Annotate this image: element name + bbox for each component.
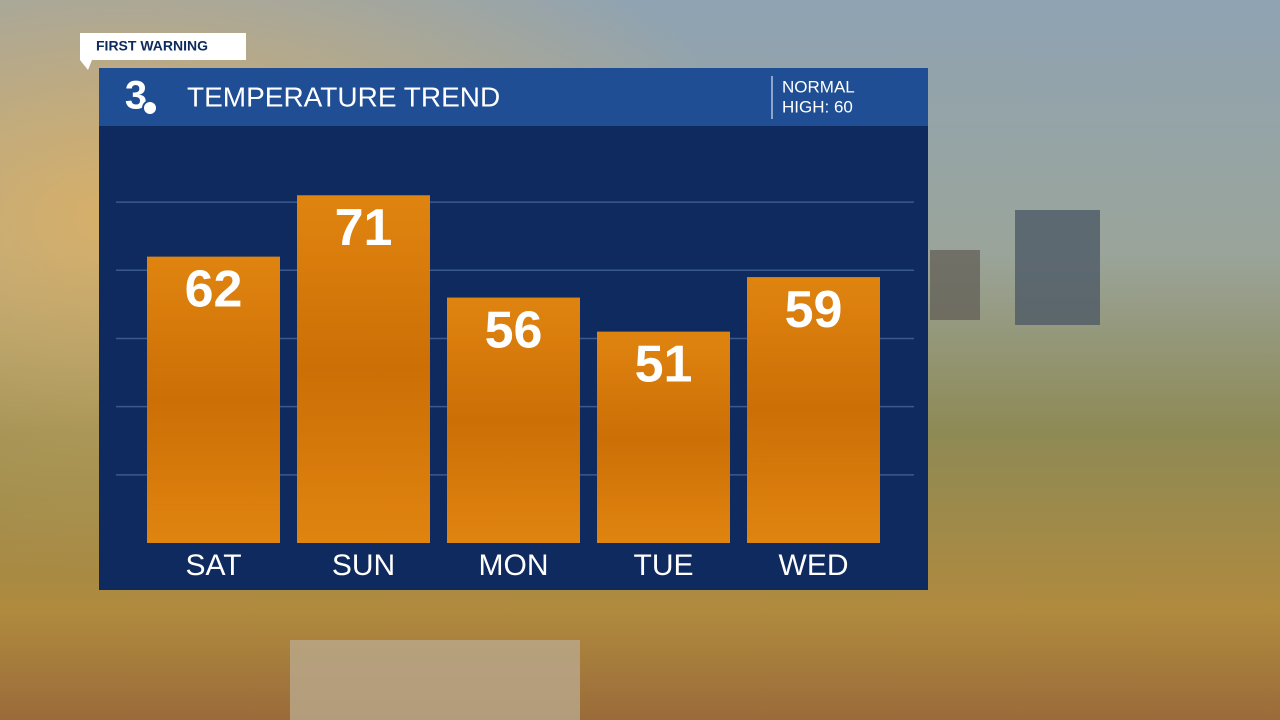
bar <box>597 331 730 543</box>
bar <box>747 277 880 543</box>
header <box>99 68 928 126</box>
bar <box>147 256 280 543</box>
bar <box>447 297 580 543</box>
x-tick-label: MON <box>479 549 549 582</box>
logo-eye <box>142 100 158 116</box>
x-tick-label: TUE <box>634 549 694 582</box>
value-label: 59 <box>785 281 843 339</box>
building <box>930 250 980 320</box>
logo: 3 <box>125 74 147 118</box>
value-label: 56 <box>485 301 543 359</box>
tag: FIRST WARNING <box>96 38 208 54</box>
bar <box>297 195 430 544</box>
value-label: 62 <box>185 260 243 318</box>
value-label: 51 <box>635 335 693 393</box>
building <box>290 640 580 720</box>
tag-box <box>80 33 246 70</box>
annotation: NORMAL <box>782 77 855 96</box>
x-tick-label: SAT <box>185 549 241 582</box>
value-label: 71 <box>335 199 393 257</box>
chart-title: TEMPERATURE TREND <box>187 81 500 112</box>
x-tick-label: WED <box>779 549 849 582</box>
annotation: HIGH: 60 <box>782 97 853 116</box>
x-tick-label: SUN <box>332 549 395 582</box>
building <box>1015 210 1100 325</box>
